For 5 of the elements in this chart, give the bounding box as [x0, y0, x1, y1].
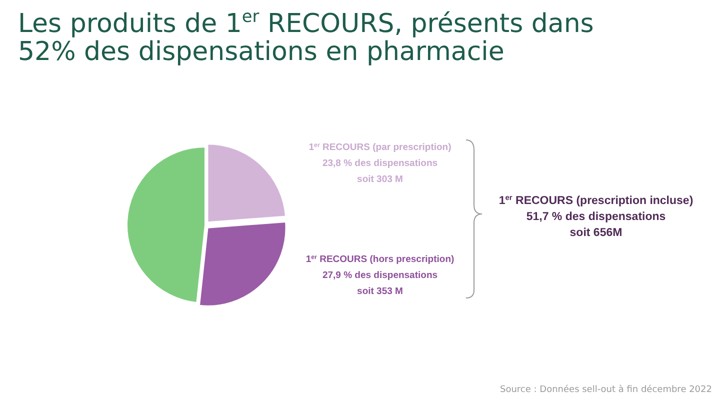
text: 1$^{er}$ RECOURS (prescription incluse) 51,7 % des dispensations soit 656M — [498, 192, 694, 239]
chart-title: Les produits de 1$^{er}$ RECOURS, présents dans 52% des dispensations en pharmacie — [18, 6, 594, 67]
text: 1$^{er}$ RECOURS (par prescription) 23,8 % des dispensations soit 303 M — [308, 142, 452, 185]
source-note: Source : Données sell-out à fin décembre 2022 — [500, 384, 712, 395]
text: 1$^{er}$ RECOURS (hors prescription) 27,9 % des dispensations soit 353 M — [306, 254, 454, 297]
